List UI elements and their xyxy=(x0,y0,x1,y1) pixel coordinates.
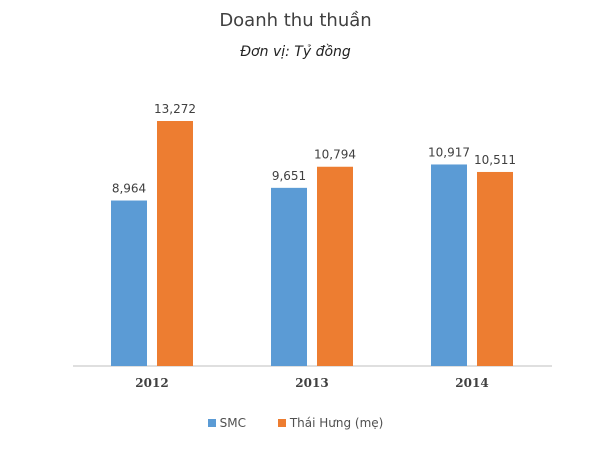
x-tick-label-2014: 2014 xyxy=(455,376,488,390)
data-label-smc-2012: 8,964 xyxy=(112,182,146,196)
bar-smc-2014 xyxy=(431,164,467,366)
x-tick-label-2013: 2013 xyxy=(295,376,328,390)
legend-item-smc: SMC xyxy=(207,416,246,430)
data-label-thai-hung-2014: 10,511 xyxy=(474,153,516,167)
x-tick-label-2012: 2012 xyxy=(135,376,168,390)
chart-title: Doanh thu thuần xyxy=(219,10,372,31)
legend-item-thai-hung: Thái Hưng (mẹ) xyxy=(277,416,384,430)
bar-thai-hung-2012 xyxy=(157,121,193,366)
bar-smc-2012 xyxy=(111,200,147,366)
bar-thai-hung-2013 xyxy=(317,166,353,366)
data-label-thai-hung-2013: 10,794 xyxy=(314,148,356,162)
legend-label-thai-hung: Thái Hưng (mẹ) xyxy=(289,416,384,430)
data-label-smc-2013: 9,651 xyxy=(272,169,306,183)
legend-label-smc: SMC xyxy=(219,416,246,430)
chart-subtitle: Đơn vị: Tỷ đồng xyxy=(240,44,351,60)
legend-swatch-thai-hung xyxy=(277,419,286,427)
data-label-thai-hung-2012: 13,272 xyxy=(154,102,196,116)
legend: SMC Thái Hưng (mẹ) xyxy=(0,416,591,430)
bar-thai-hung-2014 xyxy=(477,171,513,366)
bar-smc-2013 xyxy=(271,187,307,366)
legend-swatch-smc xyxy=(207,419,216,427)
data-label-smc-2014: 10,917 xyxy=(428,145,470,159)
